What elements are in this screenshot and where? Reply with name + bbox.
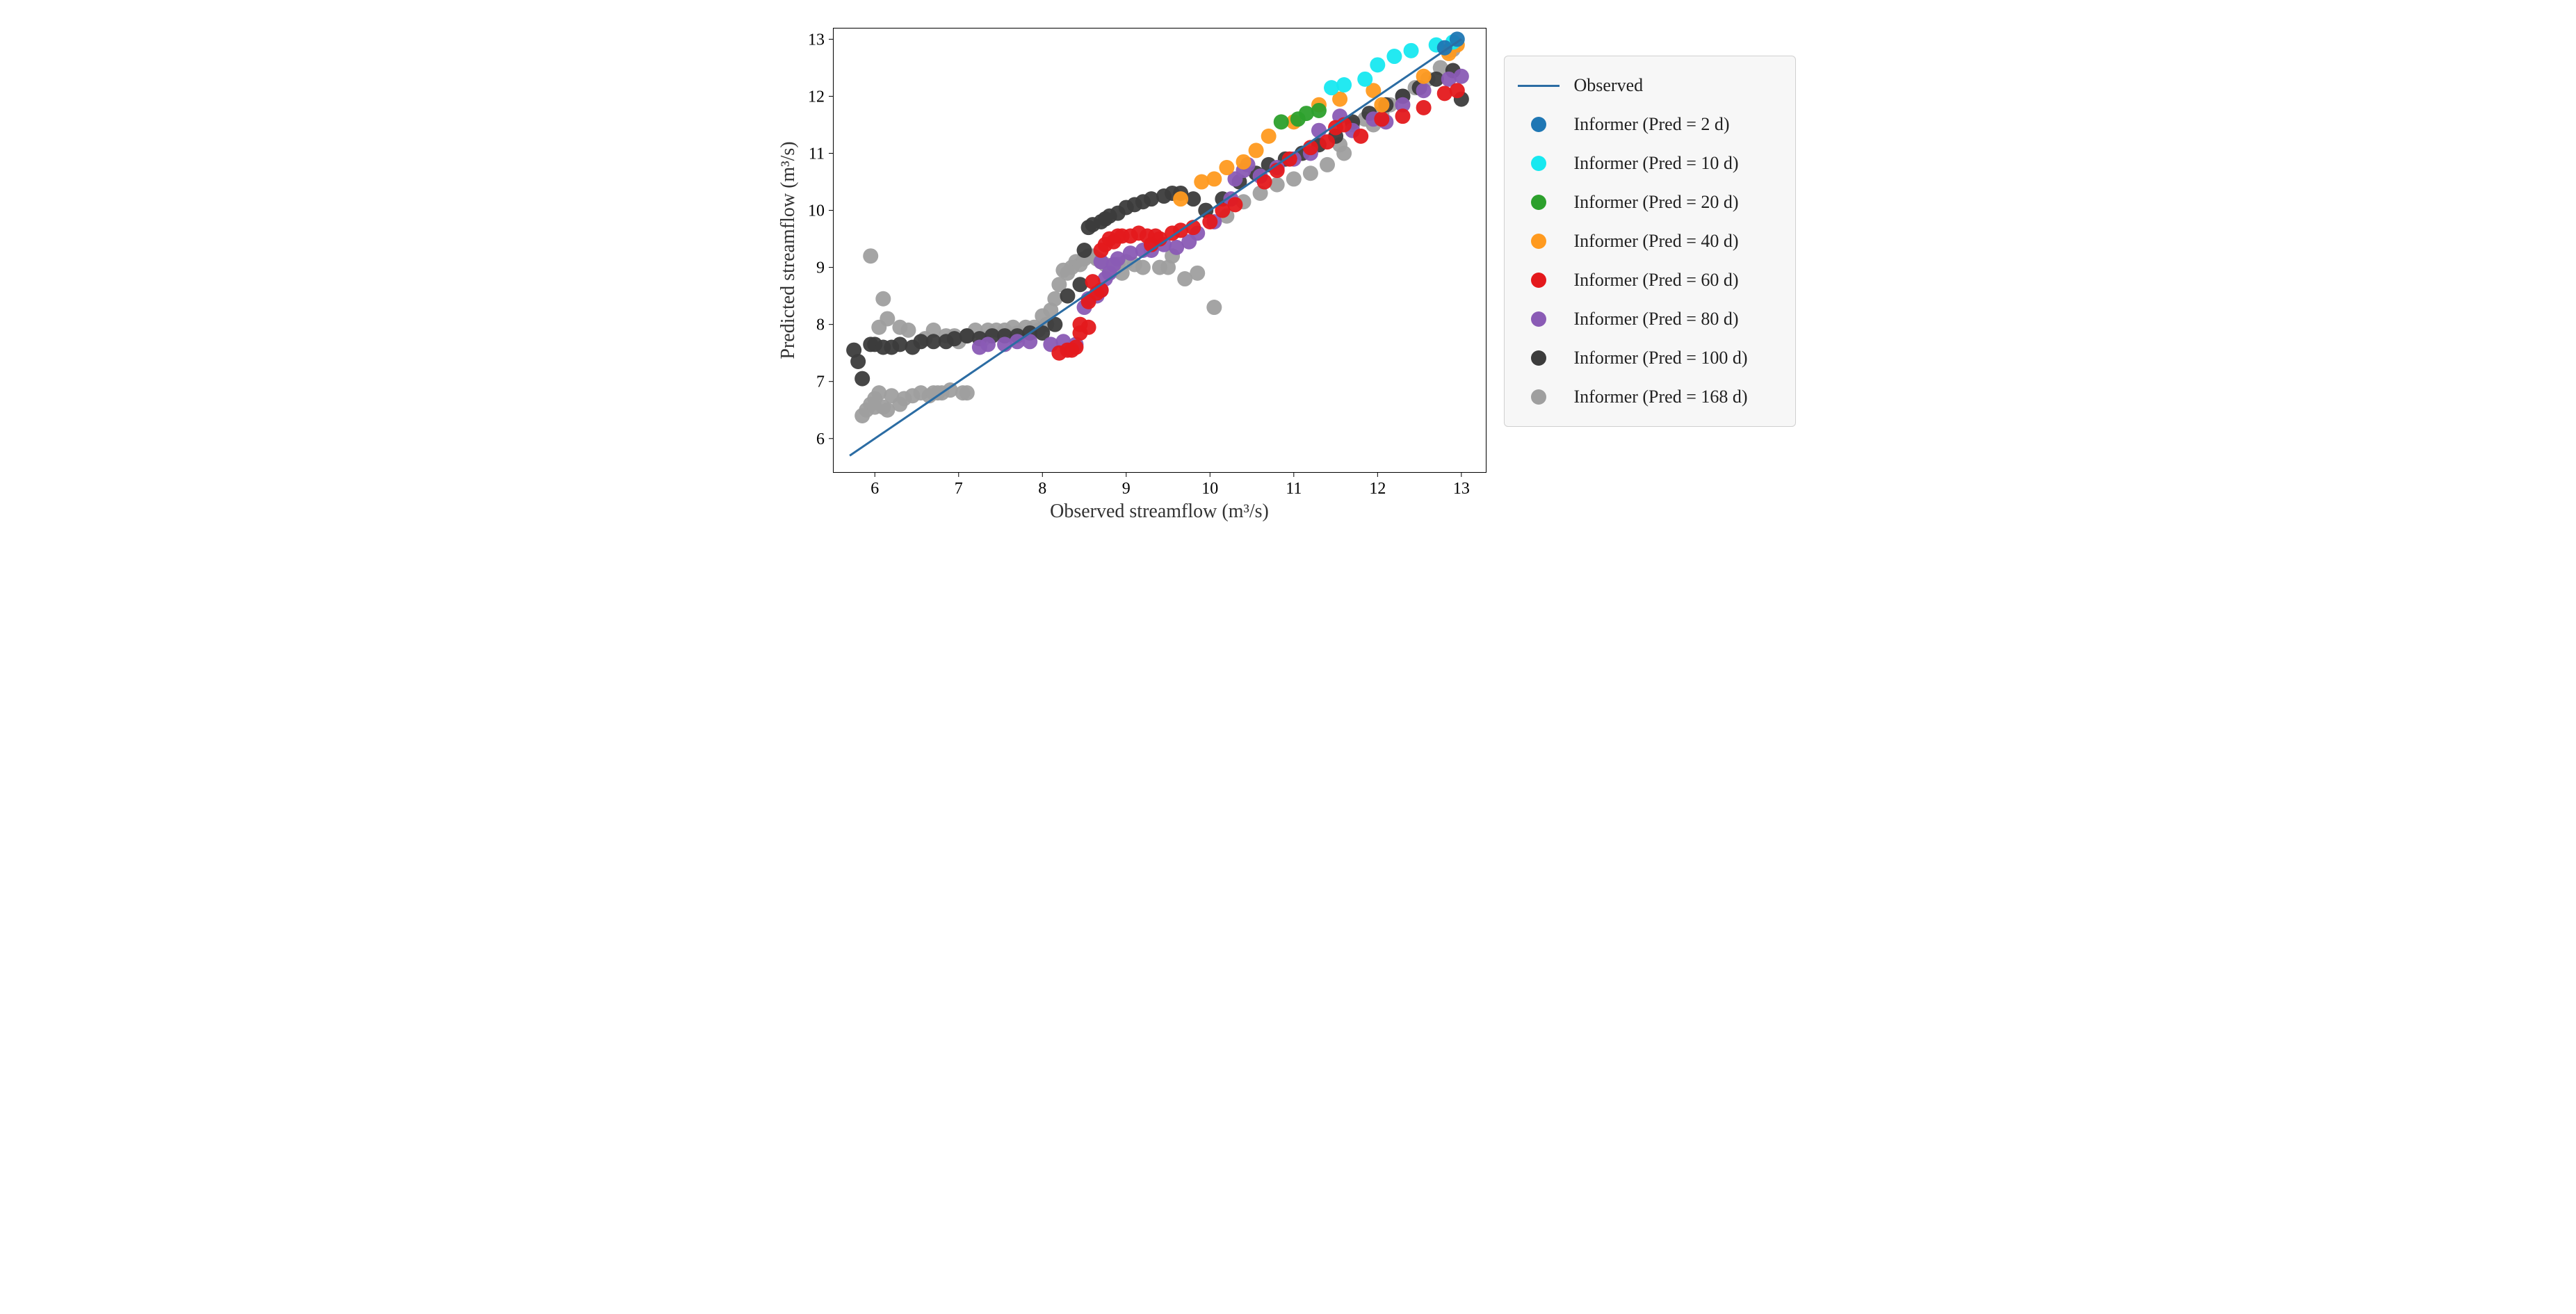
chart-svg: 678910111213678910111213 xyxy=(833,28,1487,473)
scatter-point xyxy=(1173,191,1188,206)
y-axis-title: Predicted streamflow (m³/s) xyxy=(777,28,798,473)
legend-row: Observed xyxy=(1514,66,1783,105)
scatter-point xyxy=(1206,300,1222,315)
scatter-point xyxy=(1248,143,1263,158)
scatter-point xyxy=(1336,146,1352,161)
legend-label: Informer (Pred = 100 d) xyxy=(1574,348,1748,368)
scatter-point xyxy=(1068,339,1083,355)
legend-label: Informer (Pred = 60 d) xyxy=(1574,270,1739,291)
legend-dot-swatch xyxy=(1514,153,1563,174)
y-tick-label: 10 xyxy=(808,202,825,220)
y-tick-label: 13 xyxy=(808,31,825,49)
scatter-point xyxy=(1060,289,1075,304)
x-axis-title: Observed streamflow (m³/s) xyxy=(833,501,1487,523)
legend-row: Informer (Pred = 10 d) xyxy=(1514,144,1783,183)
scatter-point xyxy=(1336,77,1352,92)
scatter-point xyxy=(1416,69,1431,84)
legend-label: Informer (Pred = 80 d) xyxy=(1574,309,1739,330)
x-tick-label: 7 xyxy=(954,480,962,498)
scatter-point xyxy=(1416,100,1431,115)
scatter-point xyxy=(1370,57,1385,72)
x-tick-label: 6 xyxy=(870,480,879,498)
scatter-point xyxy=(959,385,974,400)
y-tick-label: 9 xyxy=(816,259,825,277)
scatter-point xyxy=(1357,72,1372,87)
legend-label: Informer (Pred = 40 d) xyxy=(1574,231,1739,252)
legend-row: Informer (Pred = 40 d) xyxy=(1514,222,1783,261)
x-tick-label: 10 xyxy=(1201,480,1218,498)
x-tick-label: 12 xyxy=(1369,480,1386,498)
scatter-point xyxy=(1311,103,1326,118)
y-tick-label: 8 xyxy=(816,316,825,334)
scatter-point xyxy=(1374,111,1389,127)
scatter-point xyxy=(1080,320,1096,335)
legend-dot-swatch xyxy=(1514,114,1563,135)
legend-dot-swatch xyxy=(1514,192,1563,213)
scatter-point xyxy=(1135,260,1150,275)
scatter-point xyxy=(1219,160,1234,175)
scatter-point xyxy=(850,354,866,369)
legend-row: Informer (Pred = 60 d) xyxy=(1514,261,1783,300)
legend-label: Informer (Pred = 168 d) xyxy=(1574,387,1748,407)
legend-row: Informer (Pred = 20 d) xyxy=(1514,183,1783,222)
scatter-point xyxy=(1374,97,1389,113)
legend-row: Informer (Pred = 80 d) xyxy=(1514,300,1783,339)
legend-row: Informer (Pred = 2 d) xyxy=(1514,105,1783,144)
legend-label: Informer (Pred = 2 d) xyxy=(1574,114,1730,135)
scatter-point xyxy=(900,323,916,338)
y-tick-label: 12 xyxy=(808,88,825,106)
x-tick-label: 11 xyxy=(1286,480,1302,498)
legend-label: Informer (Pred = 10 d) xyxy=(1574,153,1739,174)
legend-label: Observed xyxy=(1574,75,1644,96)
scatter-point xyxy=(875,291,891,307)
y-tick-label: 6 xyxy=(816,430,825,448)
scatter-point xyxy=(880,311,895,326)
scatter-point xyxy=(1286,171,1301,186)
legend-dot-swatch xyxy=(1514,387,1563,407)
scatter-point xyxy=(1206,171,1222,186)
scatter-point xyxy=(980,336,995,352)
legend-label: Informer (Pred = 20 d) xyxy=(1574,192,1739,213)
legend-dot-swatch xyxy=(1514,309,1563,330)
scatter-chart: 678910111213678910111213 Observed stream… xyxy=(833,28,1487,473)
scatter-point xyxy=(1449,83,1464,98)
scatter-point xyxy=(1273,114,1288,129)
legend-row: Informer (Pred = 168 d) xyxy=(1514,378,1783,416)
scatter-point xyxy=(1202,214,1217,229)
scatter-point xyxy=(854,371,870,387)
scatter-point xyxy=(1320,157,1335,172)
scatter-point xyxy=(1353,129,1368,144)
x-tick-label: 9 xyxy=(1121,480,1130,498)
legend-dot-swatch xyxy=(1514,348,1563,368)
scatter-point xyxy=(1320,134,1335,149)
legend-row: Informer (Pred = 100 d) xyxy=(1514,339,1783,378)
y-tick-label: 7 xyxy=(816,373,825,391)
scatter-point xyxy=(1227,197,1242,212)
legend-line-swatch xyxy=(1514,75,1563,96)
scatter-point xyxy=(1395,108,1410,124)
scatter-point xyxy=(1416,83,1431,98)
scatter-point xyxy=(1403,43,1418,58)
scatter-point xyxy=(1236,154,1251,170)
scatter-point xyxy=(1076,243,1092,258)
legend: Observed Informer (Pred = 2 d) Informer (P… xyxy=(1504,56,1796,427)
legend-dot-swatch xyxy=(1514,270,1563,291)
scatter-point xyxy=(1190,266,1205,281)
scatter-point xyxy=(1302,165,1318,181)
x-tick-label: 8 xyxy=(1038,480,1046,498)
chart-container: 678910111213678910111213 Observed stream… xyxy=(756,14,1820,556)
scatter-point xyxy=(863,248,878,263)
y-tick-label: 11 xyxy=(808,145,824,163)
scatter-point xyxy=(1386,49,1402,64)
x-tick-label: 13 xyxy=(1452,480,1469,498)
scatter-point xyxy=(1261,129,1276,144)
legend-dot-swatch xyxy=(1514,231,1563,252)
scatter-point xyxy=(1453,69,1468,84)
